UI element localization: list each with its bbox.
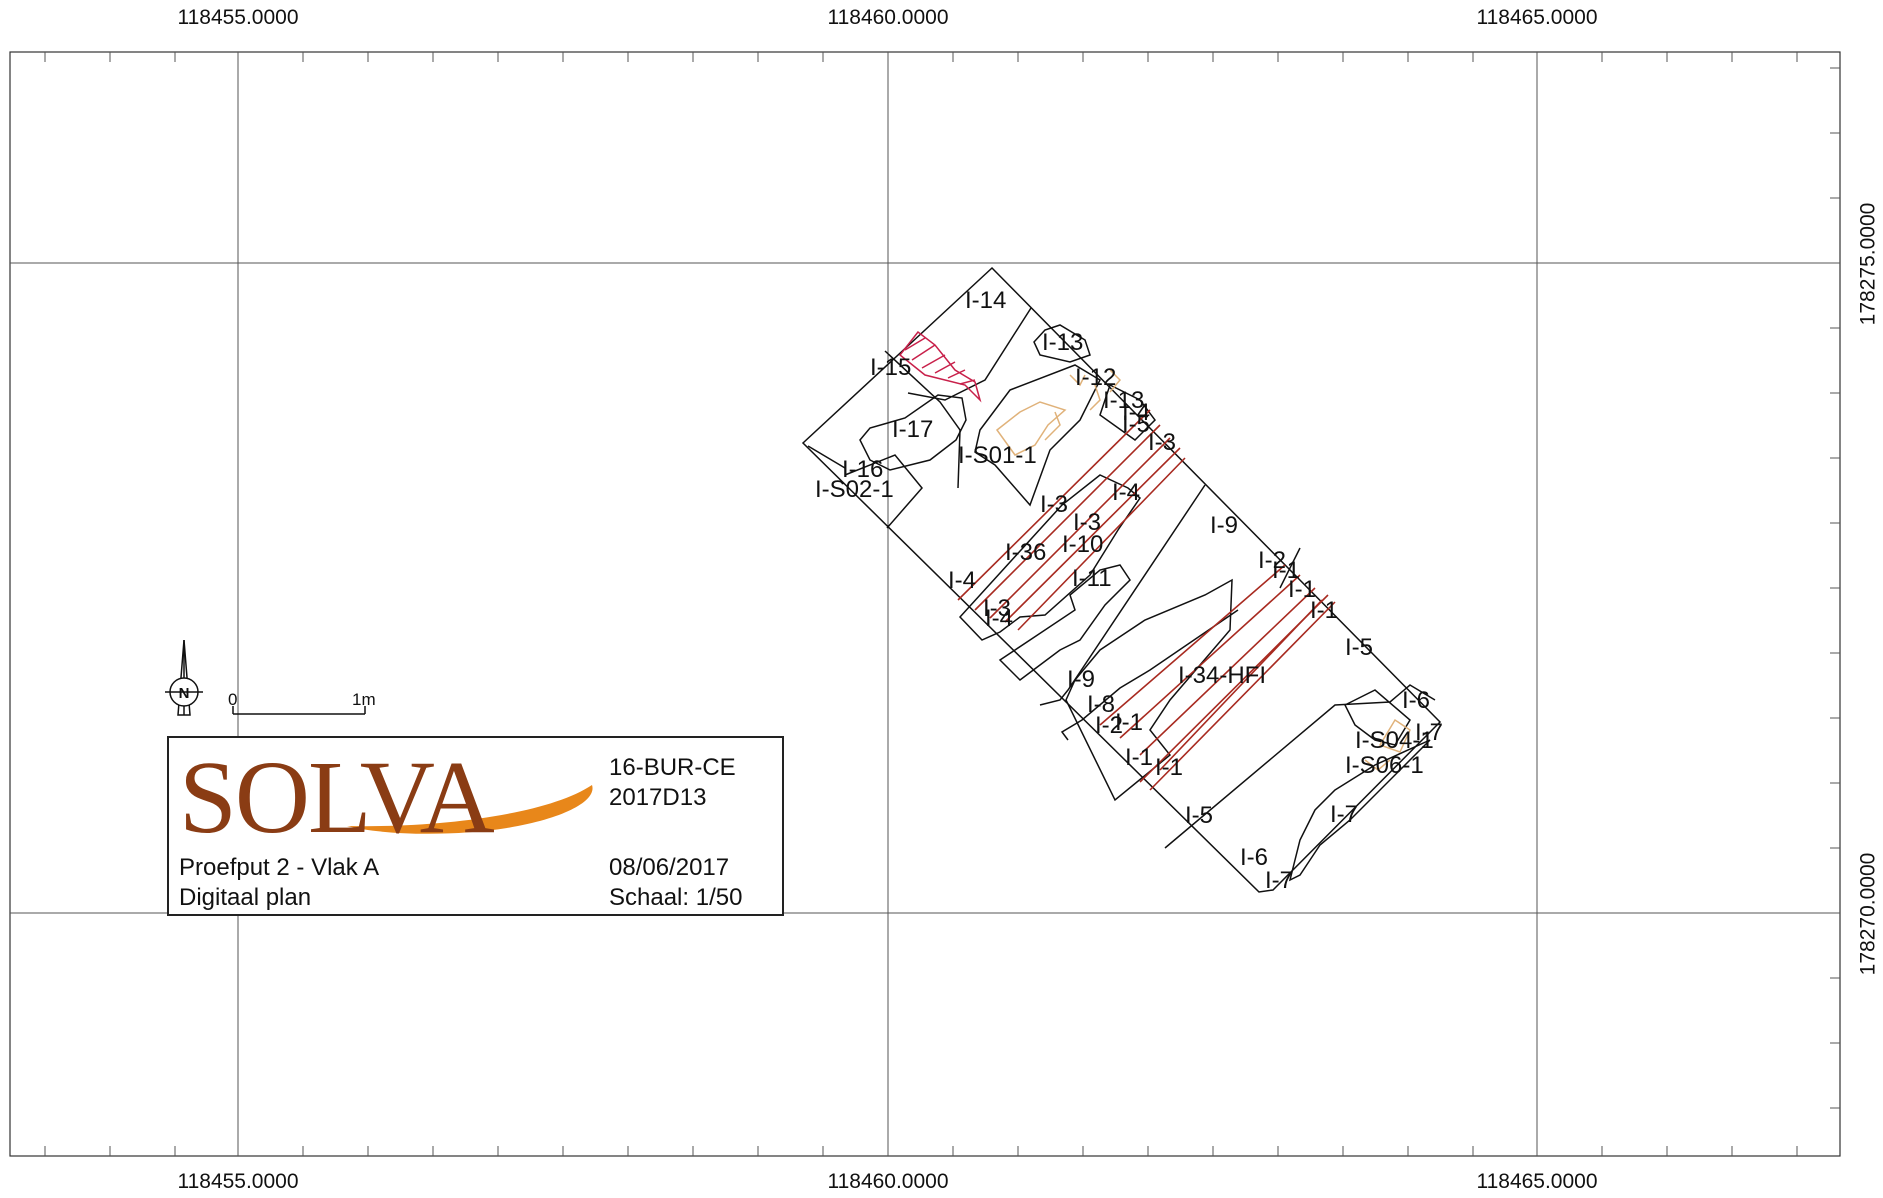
label-i1: I-1 (1272, 557, 1300, 584)
frame-ticks (44, 52, 1840, 1156)
label-i3: I-3 (1148, 429, 1176, 456)
label-i15: I-15 (870, 354, 911, 381)
x-coord-bottom-3: 118465.0000 (1476, 1170, 1598, 1193)
label-i3d: I-3 (983, 595, 1011, 622)
map-frame (9, 51, 1841, 1157)
scale-start-label: 0 (228, 690, 238, 709)
solva-logo: SOLVA (179, 740, 593, 840)
label-i2: I-2 (1258, 547, 1286, 574)
label-i5b: I-5 (1345, 634, 1373, 661)
label-i6: I-6 (1402, 687, 1430, 714)
project-code: 16-BUR-CE (609, 754, 736, 781)
label-is02-1: I-S02-1 (815, 476, 894, 503)
x-coord-top-3: 118465.0000 (1476, 6, 1598, 29)
svg-text:N: N (179, 685, 190, 702)
north-arrow-icon: N (165, 639, 203, 716)
label-i1c: I-1 (1310, 597, 1338, 624)
label-i5c: I-5 (1185, 802, 1213, 829)
magenta-feature-i15 (898, 330, 982, 403)
label-i1b: I-1 (1288, 576, 1316, 603)
label-i1d: I-1 (1115, 709, 1143, 736)
label-i3b: I-3 (1040, 491, 1068, 518)
label-i13b: I-13 (1103, 387, 1144, 414)
tan-features (995, 369, 1411, 771)
x-coord-bottom-1: 118455.0000 (177, 1170, 299, 1193)
label-i12: I-12 (1075, 364, 1116, 391)
trench-features (801, 266, 1442, 893)
label-i1e: I-1 (1125, 744, 1153, 771)
label-i9b: I-9 (1067, 666, 1095, 693)
label-i4d: I-4 (985, 605, 1013, 632)
plan-title: Proefput 2 - Vlak A (179, 854, 380, 881)
coordinate-grid (10, 52, 1840, 1156)
plan-date: 08/06/2017 (609, 854, 730, 881)
label-i7c: I-7 (1265, 867, 1293, 894)
label-i4: I-4 (1122, 399, 1150, 426)
feature-labels: I-14 I-13 I-15 I-12 I-13 I-4 I-5 I-17 I-… (815, 287, 1443, 894)
scale-end-label: 1m (352, 690, 376, 709)
label-i10: I-10 (1062, 531, 1103, 558)
label-i1f: I-1 (1155, 754, 1183, 781)
title-block: SOLVA 16-BUR-CE 2017D13 Proefput 2 - Vla… (167, 736, 784, 916)
label-i36: I-36 (1005, 539, 1046, 566)
label-i5: I-5 (1122, 411, 1150, 438)
label-i7: I-7 (1415, 719, 1443, 746)
x-coord-top-2: 118460.0000 (827, 6, 949, 29)
label-i3c: I-3 (1073, 509, 1101, 536)
plan-subtitle: Digitaal plan (179, 884, 312, 911)
red-ditch-features (957, 409, 1336, 791)
label-i7b: I-7 (1330, 801, 1358, 828)
label-i6b: I-6 (1240, 844, 1268, 871)
label-is06-1: I-S06-1 (1345, 752, 1424, 779)
label-i14: I-14 (965, 287, 1006, 314)
label-i11: I-11 (1072, 565, 1112, 592)
label-i17: I-17 (892, 416, 933, 443)
plan-scale: Schaal: 1/50 (609, 884, 743, 911)
x-coord-top-1: 118455.0000 (177, 6, 299, 29)
label-i13: I-13 (1042, 329, 1083, 356)
svg-text:SOLVA: SOLVA (179, 740, 495, 840)
label-is01-1: I-S01-1 (958, 442, 1037, 469)
label-i16: I-16 (842, 456, 883, 483)
trench-outline (801, 266, 1442, 893)
label-i2b: I-2 (1095, 712, 1123, 739)
scale-bar (232, 706, 366, 715)
label-is04-1: I-S04-1 (1355, 727, 1434, 754)
project-id: 2017D13 (609, 784, 707, 811)
label-i4b: I-4 (1112, 479, 1140, 506)
x-coord-bottom-2: 118460.0000 (827, 1170, 949, 1193)
label-i4c: I-4 (948, 567, 976, 594)
label-i34-hfi: I-34-HFI (1178, 662, 1266, 689)
label-i8: I-8 (1087, 691, 1115, 718)
label-i9: I-9 (1210, 512, 1238, 539)
